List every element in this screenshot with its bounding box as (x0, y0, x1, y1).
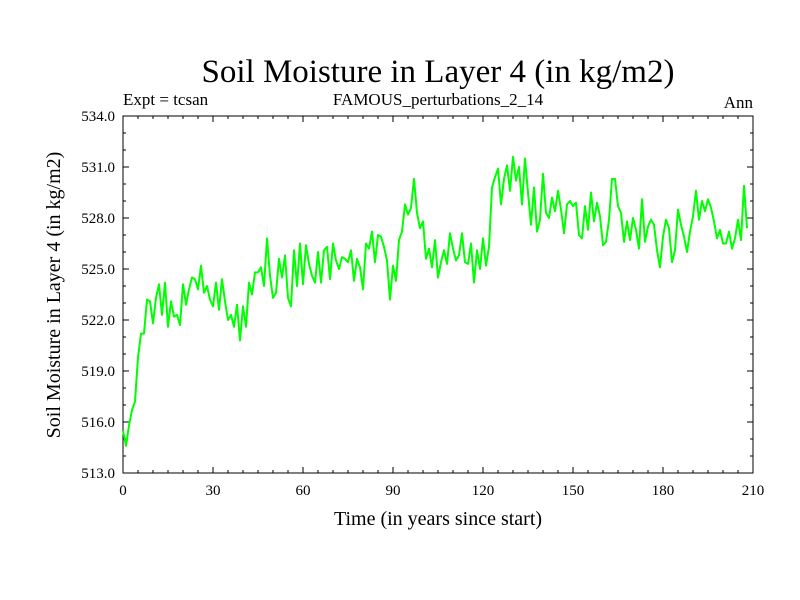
experiment-label: Expt = tcsan (123, 90, 209, 109)
chart-title: Soil Moisture in Layer 4 (in kg/m2) (202, 54, 675, 90)
y-tick-label: 528.0 (81, 211, 115, 227)
x-tick-label: 60 (296, 483, 311, 499)
y-tick-label: 525.0 (81, 262, 115, 278)
series-layer (122, 155, 748, 447)
y-tick-label: 534.0 (81, 109, 115, 125)
series-line-tcsan (122, 155, 748, 447)
x-tick-label: 210 (742, 483, 765, 499)
run-name-label: FAMOUS_perturbations_2_14 (333, 90, 544, 109)
x-tick-label: 180 (652, 483, 675, 499)
period-label: Ann (724, 93, 754, 112)
x-tick-label: 90 (386, 483, 401, 499)
y-axis-label: Soil Moisture in Layer 4 (in kg/m2) (43, 152, 65, 439)
y-tick-label: 531.0 (81, 160, 115, 176)
x-tick-label: 0 (119, 483, 127, 499)
y-tick-label: 513.0 (81, 466, 115, 482)
y-tick-label: 516.0 (81, 415, 115, 431)
x-tick-label: 30 (206, 483, 221, 499)
y-tick-label: 519.0 (81, 364, 115, 380)
y-tick-label: 522.0 (81, 313, 115, 329)
x-tick-label: 150 (562, 483, 585, 499)
x-axis-label: Time (in years since start) (334, 508, 542, 530)
axis-tick-labels: 0 30 60 90 120 150 180 210 513.0 516.0 519.0 522.0 5… (81, 109, 764, 499)
x-tick-label: 120 (472, 483, 495, 499)
axis-ticks (122, 115, 754, 474)
